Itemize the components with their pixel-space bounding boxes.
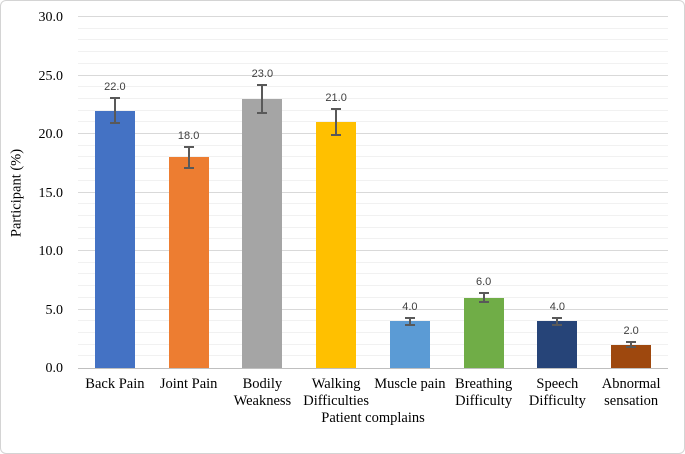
error-bar bbox=[261, 84, 264, 113]
error-bar-cap bbox=[183, 145, 194, 148]
minor-gridline bbox=[78, 214, 668, 216]
x-tick-label-muscle-pain: Muscle pain bbox=[374, 376, 446, 392]
x-tick-label-joint-pain: Joint Pain bbox=[159, 376, 218, 392]
minor-gridline bbox=[78, 27, 668, 29]
bar-joint-pain bbox=[168, 157, 209, 368]
x-tick-label-speech-difficulty: Speech Difficulty bbox=[528, 376, 586, 409]
data-label-joint-pain: 18.0 bbox=[177, 129, 200, 142]
data-label-speech-difficulty: 4.0 bbox=[549, 300, 566, 313]
x-tick-label-abnormal-sensation: Abnormal sensation bbox=[601, 376, 661, 409]
error-bar-cap bbox=[478, 292, 489, 295]
error-bar-cap bbox=[478, 301, 489, 304]
error-bar bbox=[408, 317, 411, 325]
minor-gridline bbox=[78, 320, 668, 322]
major-gridline bbox=[78, 308, 668, 310]
data-label-walking-difficulties: 21.0 bbox=[325, 92, 347, 105]
bar-bodily-weakness bbox=[242, 98, 283, 368]
y-tick-label: 5.0 bbox=[45, 302, 64, 318]
minor-gridline bbox=[78, 62, 668, 64]
minor-gridline bbox=[78, 51, 668, 53]
y-tick-label: 10.0 bbox=[38, 244, 64, 259]
bar-muscle-pain bbox=[389, 321, 430, 368]
bar-abnormal-sensation bbox=[611, 344, 652, 368]
y-tick-label: 0.0 bbox=[45, 361, 64, 376]
error-bar-cap bbox=[331, 108, 342, 111]
minor-gridline bbox=[78, 144, 668, 146]
minor-gridline bbox=[78, 109, 668, 111]
minor-gridline bbox=[78, 168, 668, 170]
x-tick-label-bodily-weakness: Bodily Weakness bbox=[233, 376, 292, 409]
major-gridline bbox=[78, 191, 668, 193]
data-label-abnormal-sensation: 2.0 bbox=[623, 325, 639, 338]
data-label-muscle-pain: 4.0 bbox=[402, 300, 418, 313]
minor-gridline bbox=[78, 331, 668, 333]
major-gridline bbox=[78, 250, 668, 251]
data-label-bodily-weakness: 23.0 bbox=[251, 67, 274, 80]
major-gridline bbox=[78, 16, 668, 17]
minor-gridline bbox=[78, 179, 668, 181]
error-bar-cap bbox=[257, 83, 268, 86]
y-tick-label: 25.0 bbox=[38, 68, 64, 84]
minor-gridline bbox=[78, 226, 668, 228]
minor-gridline bbox=[78, 343, 668, 345]
error-bar-cap bbox=[626, 341, 637, 344]
error-bar-cap bbox=[109, 96, 120, 99]
minor-gridline bbox=[78, 121, 668, 123]
error-bar-cap bbox=[404, 323, 415, 326]
error-bar-cap bbox=[626, 345, 637, 348]
minor-gridline bbox=[78, 156, 668, 158]
minor-gridline bbox=[78, 285, 668, 287]
minor-gridline bbox=[78, 261, 668, 263]
error-bar bbox=[335, 109, 338, 136]
error-bar-cap bbox=[404, 316, 415, 319]
plot-area: 22.0 18.0 23.0 21.0 4.0 6.0 4.0 2.0 bbox=[78, 16, 668, 369]
bar-walking-difficulties bbox=[316, 122, 357, 368]
error-bar-cap bbox=[109, 122, 120, 125]
error-bar-cap bbox=[331, 134, 342, 137]
error-bar bbox=[556, 317, 559, 325]
minor-gridline bbox=[78, 86, 668, 88]
error-bar bbox=[187, 146, 190, 168]
x-tick-label-back-pain: Back Pain bbox=[85, 376, 145, 392]
x-axis-title: Patient complains bbox=[321, 410, 425, 426]
y-tick-label: 30.0 bbox=[38, 10, 64, 25]
error-bar-cap bbox=[183, 166, 194, 169]
y-tick-label: 20.0 bbox=[38, 127, 64, 142]
minor-gridline bbox=[78, 39, 668, 41]
minor-gridline bbox=[78, 97, 668, 99]
minor-gridline bbox=[78, 238, 668, 240]
x-tick-label-walking-difficulties: Walking Difficulties bbox=[303, 376, 370, 409]
error-bar-cap bbox=[552, 323, 563, 326]
minor-gridline bbox=[78, 296, 668, 298]
minor-gridline bbox=[78, 273, 668, 275]
major-gridline bbox=[78, 133, 668, 134]
data-label-breathing-difficulty: 6.0 bbox=[475, 276, 492, 289]
error-bar bbox=[482, 293, 485, 303]
data-label-back-pain: 22.0 bbox=[104, 80, 126, 93]
x-axis-labels: Back Pain Joint Pain Bodily Weakness Walking… bbox=[78, 376, 668, 410]
error-bar-cap bbox=[257, 111, 268, 114]
error-bar bbox=[113, 97, 116, 124]
minor-gridline bbox=[78, 203, 668, 205]
error-bar bbox=[630, 342, 633, 347]
bar-breathing-difficulty bbox=[463, 297, 504, 368]
error-bar-cap bbox=[552, 316, 563, 319]
y-tick-label: 15.0 bbox=[38, 185, 64, 201]
x-tick-label-breathing-difficulty: Breathing Difficulty bbox=[455, 376, 513, 409]
bar-speech-difficulty bbox=[537, 321, 578, 368]
major-gridline bbox=[78, 74, 668, 76]
bar-back-pain bbox=[94, 110, 135, 368]
minor-gridline bbox=[78, 355, 668, 357]
